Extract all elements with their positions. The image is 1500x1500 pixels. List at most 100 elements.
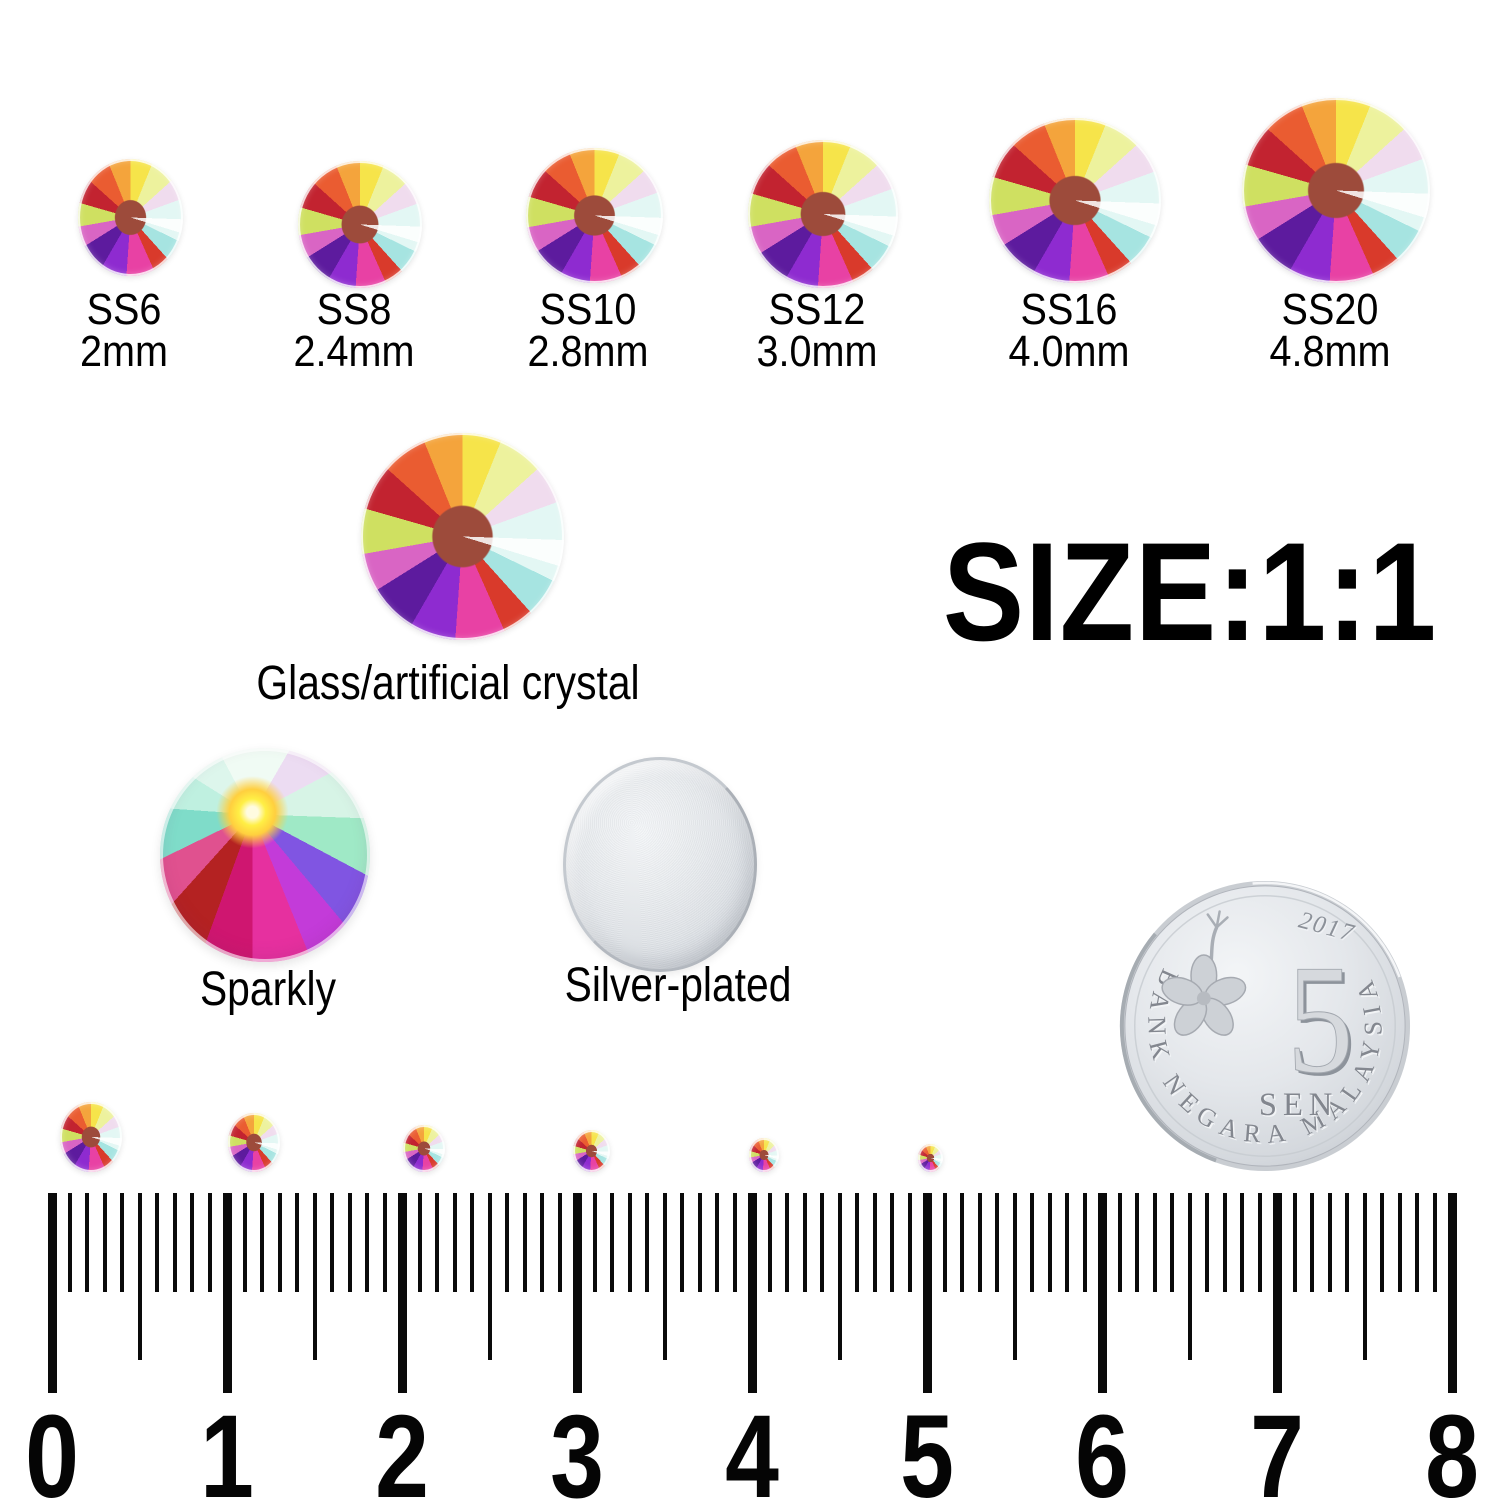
ruler-mm-tick xyxy=(417,1193,422,1292)
ruler-mm-tick xyxy=(942,1193,947,1292)
size-mm-label: 3.0mm xyxy=(756,327,878,376)
ruler-mm-tick xyxy=(1170,1193,1174,1292)
size-ratio-text: SIZE:1:1 xyxy=(942,513,1438,670)
ruler-number: 3 xyxy=(550,1391,604,1500)
coin-denomination-group: 5 5 xyxy=(1287,933,1357,1109)
ruler-mm-tick xyxy=(1187,1193,1192,1360)
ruler-mm-tick xyxy=(102,1193,107,1292)
scale-stone-6 xyxy=(917,1144,943,1172)
ruler-number: 6 xyxy=(1075,1391,1129,1500)
ruler-mm-tick xyxy=(1240,1193,1244,1292)
size-mm-label: 2mm xyxy=(79,327,169,376)
ruler-number: 8 xyxy=(1425,1391,1479,1500)
sparkly-rhinestone xyxy=(160,748,370,962)
ruler-mm-tick xyxy=(1345,1193,1349,1292)
ruler-mm-tick xyxy=(732,1193,737,1292)
ruler-mm-tick xyxy=(1012,1193,1017,1360)
ruler-cm-tick xyxy=(397,1193,407,1393)
ruler-mm-tick xyxy=(907,1193,912,1292)
ruler-mm-tick xyxy=(1415,1193,1419,1292)
size-code-label: SS12 xyxy=(768,285,866,334)
ruler-mm-tick xyxy=(85,1193,89,1292)
ruler-mm-tick xyxy=(557,1193,562,1292)
coin-unit-group: SEN SEN xyxy=(1259,1087,1339,1124)
ruler-mm-tick xyxy=(452,1193,457,1292)
size-mm-label: 4.0mm xyxy=(1008,327,1130,376)
ruler-mm-tick xyxy=(155,1193,159,1292)
ruler-mm-tick xyxy=(1117,1193,1122,1292)
silver-plated-caption: Silver-plated xyxy=(564,959,792,1012)
size-code-label: SS10 xyxy=(539,285,637,334)
ruler-mm-tick xyxy=(277,1193,282,1292)
scale-stone-1 xyxy=(60,1102,122,1172)
coin-denomination: 5 xyxy=(1287,933,1353,1105)
ruler-mm-tick xyxy=(1380,1193,1384,1292)
ruler-mm-tick xyxy=(855,1193,859,1292)
ruler-mm-tick xyxy=(435,1193,439,1292)
ruler-mm-tick xyxy=(1222,1193,1227,1292)
ruler-mm-tick xyxy=(365,1193,369,1292)
ruler-cm-tick xyxy=(572,1193,582,1393)
sparkly-caption: Sparkly xyxy=(199,963,337,1016)
ruler-mm-tick xyxy=(977,1193,982,1292)
size-code-label: SS16 xyxy=(1020,285,1118,334)
ruler-cm-tick xyxy=(1097,1193,1107,1393)
ruler-mm-tick xyxy=(785,1193,789,1292)
ruler-mm-tick xyxy=(697,1193,702,1292)
ruler-number: 0 xyxy=(25,1391,79,1500)
coin-unit-emboss: SEN xyxy=(1260,1088,1339,1124)
ruler-mm-tick xyxy=(1135,1193,1139,1292)
ruler-mm-tick xyxy=(592,1193,597,1292)
ruler-mm-tick xyxy=(1047,1193,1052,1292)
ruler-mm-tick xyxy=(190,1193,194,1292)
ruler-mm-tick xyxy=(470,1193,474,1292)
ruler-mm-tick xyxy=(662,1193,667,1360)
scale-stone-5 xyxy=(749,1138,779,1172)
ruler-mm-tick xyxy=(1292,1193,1297,1292)
scale-stone-2 xyxy=(228,1113,280,1172)
ruler-mm-tick xyxy=(120,1193,124,1292)
ruler-number: 1 xyxy=(200,1391,254,1500)
hibiscus-flower-icon xyxy=(1161,910,1247,1036)
ruler-number: 5 xyxy=(900,1391,954,1500)
ruler-mm-tick xyxy=(330,1193,334,1292)
ruler-mm-tick xyxy=(522,1193,527,1292)
ruler-mm-tick xyxy=(645,1193,649,1292)
coin-denomination-shadow: 5 xyxy=(1290,936,1356,1108)
ruler-mm-tick xyxy=(1397,1193,1402,1292)
rhinestone-ss6 xyxy=(77,158,183,276)
coin-face xyxy=(1124,885,1406,1167)
ruler-mm-tick xyxy=(1257,1193,1262,1292)
ruler-mm-tick xyxy=(610,1193,614,1292)
ruler-mm-tick xyxy=(505,1193,509,1292)
size-mm-label: 2.8mm xyxy=(527,327,649,376)
coin-edge-highlight xyxy=(1252,881,1401,978)
ruler-mm-tick xyxy=(260,1193,264,1292)
size-code-label: SS6 xyxy=(86,285,162,334)
coin-inner-rim xyxy=(1134,895,1396,1157)
ruler-mm-tick xyxy=(137,1193,142,1360)
size-mm-label: 4.8mm xyxy=(1269,327,1391,376)
coin-unit: SEN xyxy=(1259,1087,1338,1123)
ruler-mm-tick xyxy=(172,1193,177,1292)
ruler-mm-tick xyxy=(715,1193,719,1292)
rhinestone-ss8 xyxy=(298,160,422,288)
showcase-caption: Glass/artificial crystal xyxy=(256,657,640,710)
ruler-mm-tick xyxy=(995,1193,999,1292)
ruler-cm-tick xyxy=(1447,1193,1457,1393)
rhinestone-ss12 xyxy=(748,140,898,288)
scale-stone-4 xyxy=(572,1130,610,1172)
ruler-mm-tick xyxy=(1205,1193,1209,1292)
size-code-label: SS8 xyxy=(316,285,392,334)
ruler-mm-tick xyxy=(802,1193,807,1292)
ruler-mm-tick xyxy=(1065,1193,1069,1292)
ruler-mm-tick xyxy=(1030,1193,1034,1292)
rhinestone-ss16 xyxy=(989,117,1161,283)
ruler-mm-tick xyxy=(960,1193,964,1292)
ruler-cm-tick xyxy=(747,1193,757,1393)
ruler-mm-tick xyxy=(1082,1193,1087,1292)
ruler-mm-tick xyxy=(487,1193,492,1360)
rhinestone-ss10 xyxy=(525,147,663,283)
ruler-mm-tick xyxy=(67,1193,72,1292)
